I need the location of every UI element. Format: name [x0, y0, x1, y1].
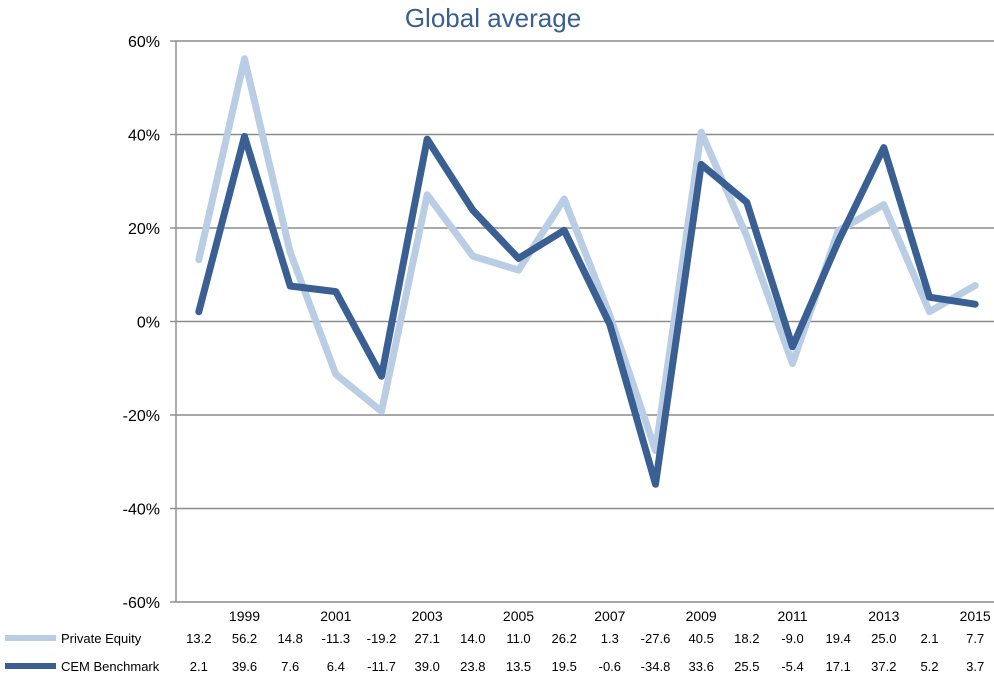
- data-label: -9.0: [781, 631, 803, 646]
- x-tick-label: 1999: [229, 608, 260, 624]
- data-label: 2.1: [920, 631, 938, 646]
- data-label: 14.0: [460, 631, 485, 646]
- data-label: 11.0: [506, 631, 530, 646]
- data-label: 39.6: [232, 659, 257, 674]
- data-label: 1.3: [601, 631, 619, 646]
- data-label: 7.6: [281, 659, 299, 674]
- data-label: 25.0: [871, 631, 896, 646]
- data-label: 3.7: [966, 659, 984, 674]
- data-label: 39.0: [415, 659, 440, 674]
- y-tick-label: 0%: [137, 315, 160, 332]
- series-lines: [199, 59, 976, 485]
- data-label: 56.2: [232, 631, 257, 646]
- y-tick-labels: -60% -40% -20% 0% 20% 40% 60%: [123, 34, 160, 612]
- data-label: 37.2: [871, 659, 896, 674]
- series-line-private-equity: [199, 59, 975, 451]
- chart-title: Global average: [405, 3, 581, 33]
- data-label: 7.7: [966, 631, 984, 646]
- x-tick-label: 2001: [320, 608, 351, 624]
- data-label: -19.2: [367, 631, 397, 646]
- data-label: -11.7: [367, 659, 396, 674]
- data-label: 40.5: [689, 631, 714, 646]
- series-name: Private Equity: [61, 631, 142, 646]
- x-tick-label: 2007: [594, 608, 625, 624]
- y-tick-label: 20%: [128, 221, 160, 238]
- data-label: -27.6: [641, 631, 671, 646]
- y-tick-label: -40%: [123, 502, 160, 519]
- data-label: 2.1: [190, 659, 208, 674]
- data-label: 17.1: [826, 659, 851, 674]
- series-name: CEM Benchmark: [61, 659, 160, 674]
- data-label: 6.4: [327, 659, 345, 674]
- y-tick-label: 40%: [128, 128, 160, 145]
- data-label: 5.2: [920, 659, 938, 674]
- data-label: 27.1: [415, 631, 440, 646]
- data-label: 25.5: [734, 659, 759, 674]
- data-label: -11.3: [321, 631, 350, 646]
- data-label: 23.8: [460, 659, 485, 674]
- data-label: -0.6: [599, 659, 621, 674]
- data-label: -34.8: [641, 659, 671, 674]
- y-tick-label: -60%: [123, 595, 160, 612]
- data-label: -5.4: [781, 659, 803, 674]
- data-label: 26.2: [552, 631, 577, 646]
- gridlines: [176, 41, 994, 602]
- data-label: 19.4: [826, 631, 851, 646]
- data-label: 13.2: [186, 631, 211, 646]
- axes: [170, 41, 176, 602]
- data-label: 19.5: [552, 659, 577, 674]
- x-tick-label: 2013: [868, 608, 899, 624]
- x-tick-label: 2015: [960, 608, 991, 624]
- x-tick-label: 2003: [412, 608, 443, 624]
- x-tick-label: 2009: [686, 608, 717, 624]
- data-label: 18.2: [734, 631, 759, 646]
- y-tick-label: -20%: [123, 408, 160, 425]
- x-tick-label: 2011: [777, 608, 807, 624]
- data-label: 33.6: [689, 659, 714, 674]
- y-tick-label: 60%: [128, 34, 160, 51]
- data-table: Private Equity 13.2 56.2 14.8 -11.3 -19.2 27.1…: [5, 631, 984, 674]
- data-label: 14.8: [278, 631, 303, 646]
- x-tick-label: 2005: [503, 608, 534, 624]
- x-tick-labels: 1999 2001 2003 2005 2007 2009 2011 2013 2015: [229, 608, 991, 624]
- data-label: 13.5: [506, 659, 531, 674]
